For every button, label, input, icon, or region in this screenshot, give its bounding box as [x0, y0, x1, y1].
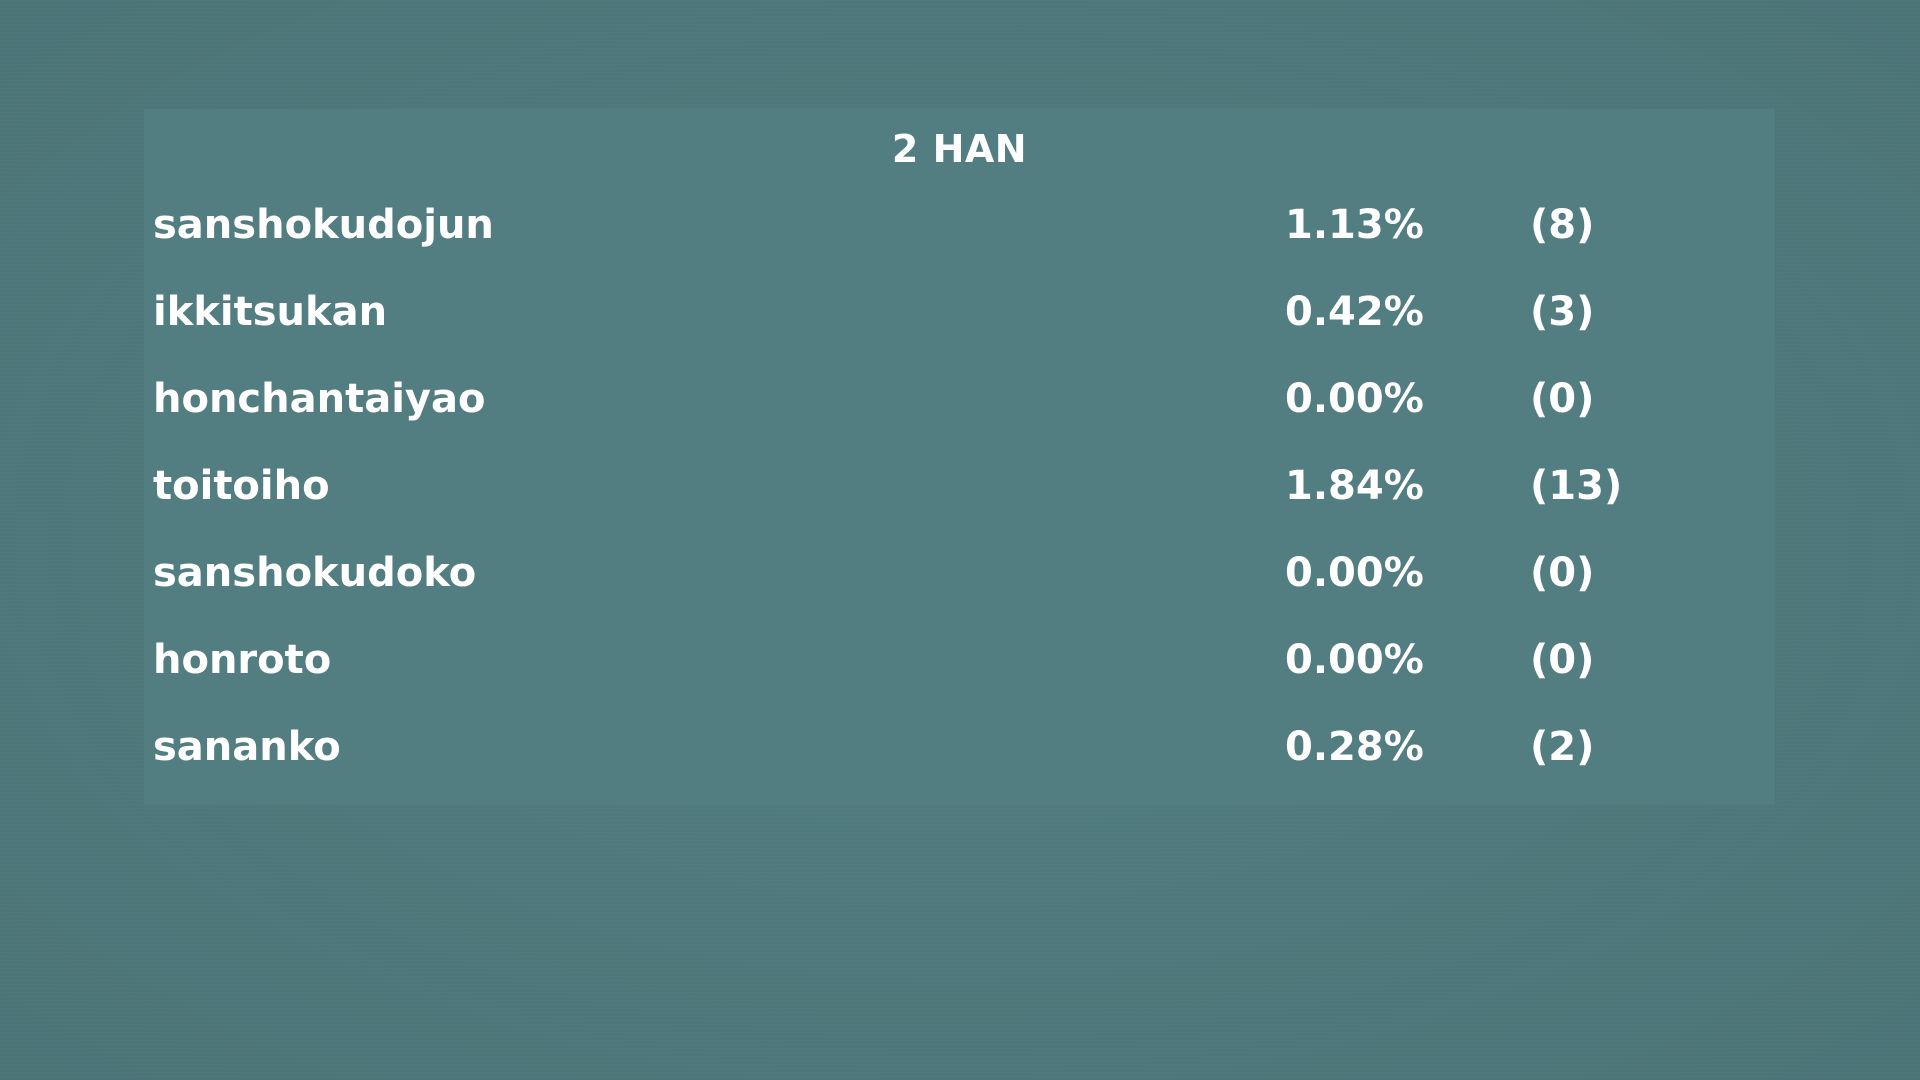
yaku-count: (0): [1530, 376, 1595, 422]
panel-title: 2 HAN: [891, 127, 1028, 171]
yaku-name: sanshokudojun: [153, 202, 494, 248]
list-item: sanshokudoko 0.00% (0): [144, 548, 1775, 635]
yaku-count: (0): [1530, 637, 1595, 683]
yaku-percent: 0.28%: [1285, 724, 1424, 770]
stats-panel: 2 HAN sanshokudojun 1.13% (8) ikkitsukan…: [144, 109, 1775, 804]
yaku-count: (13): [1530, 463, 1623, 509]
yaku-percent: 0.00%: [1285, 376, 1424, 422]
yaku-percent: 0.42%: [1285, 289, 1424, 335]
yaku-name: honchantaiyao: [153, 376, 486, 422]
yaku-percent: 0.00%: [1285, 637, 1424, 683]
yaku-name: toitoiho: [153, 463, 330, 509]
yaku-percent: 0.00%: [1285, 550, 1424, 596]
yaku-name: ikkitsukan: [153, 289, 388, 335]
yaku-name: honroto: [153, 637, 332, 683]
yaku-count: (3): [1530, 289, 1595, 335]
list-item: ikkitsukan 0.42% (3): [144, 287, 1775, 374]
yaku-count: (2): [1530, 724, 1595, 770]
yaku-percent: 1.13%: [1285, 202, 1424, 248]
yaku-name: sananko: [153, 724, 341, 770]
list-item: sananko 0.28% (2): [144, 722, 1775, 809]
list-item: honchantaiyao 0.00% (0): [144, 374, 1775, 461]
yaku-count: (0): [1530, 550, 1595, 596]
yaku-name: sanshokudoko: [153, 550, 477, 596]
list-item: toitoiho 1.84% (13): [144, 461, 1775, 548]
yaku-percent: 1.84%: [1285, 463, 1424, 509]
yaku-list: sanshokudojun 1.13% (8) ikkitsukan 0.42%…: [144, 200, 1775, 809]
list-item: sanshokudojun 1.13% (8): [144, 200, 1775, 287]
list-item: honroto 0.00% (0): [144, 635, 1775, 722]
yaku-count: (8): [1530, 202, 1595, 248]
